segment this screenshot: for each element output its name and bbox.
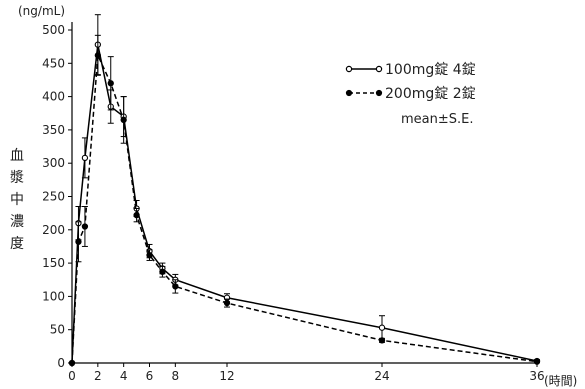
data-point — [75, 238, 82, 245]
y-tick-label: 150 — [42, 256, 65, 270]
data-point — [378, 324, 386, 331]
x-tick-label: 0 — [68, 369, 76, 383]
x-tick-label: 8 — [172, 369, 180, 383]
data-point — [133, 211, 140, 219]
x-unit-label: (時間) — [544, 374, 577, 388]
data-point — [94, 52, 101, 59]
x-tick-label: 2 — [94, 369, 102, 383]
y-axis-label-char: 漿 — [10, 170, 24, 186]
legend-marker-1 — [345, 65, 353, 73]
series-2 — [68, 34, 541, 367]
data-point — [81, 223, 89, 230]
x-tick-label: 6 — [146, 369, 154, 383]
data-point — [378, 337, 386, 344]
data-point — [172, 283, 179, 290]
y-tick-label: 400 — [42, 90, 65, 104]
legend-marker-2 — [345, 89, 353, 97]
x-tick-label: 24 — [374, 369, 389, 383]
data-point — [146, 251, 153, 259]
y-tick-label: 300 — [42, 156, 65, 170]
x-tick-label: 12 — [219, 369, 234, 383]
x-tick-label: 4 — [120, 369, 128, 383]
x-tick-label: 36 — [529, 369, 544, 383]
legend: 100mg錠 4錠 200mg錠 2錠 mean±S.E. — [345, 62, 476, 127]
y-axis-label-char: 濃 — [10, 214, 24, 230]
legend-entry-2: 200mg錠 2錠 — [345, 86, 476, 102]
data-point — [223, 299, 231, 307]
data-point — [107, 80, 114, 87]
stat-note: mean±S.E. — [401, 112, 474, 127]
legend-marker-1b — [375, 65, 383, 73]
y-tick-label: 100 — [42, 289, 65, 303]
legend-entry-1: 100mg錠 4錠 — [345, 62, 476, 78]
y-axis-label-char: 中 — [10, 192, 24, 208]
data-point — [159, 268, 166, 275]
y-tick-label: 500 — [42, 23, 65, 37]
y-tick-label: 450 — [42, 56, 65, 70]
y-tick-label: 250 — [42, 190, 65, 204]
legend-label-2: 200mg錠 2錠 — [385, 86, 476, 102]
y-axis-label-char: 血 — [10, 148, 24, 164]
legend-marker-2b — [375, 89, 383, 97]
data-point — [81, 154, 89, 162]
data-point — [68, 359, 76, 367]
y-axis-label-char: 度 — [10, 236, 24, 252]
series-layer — [68, 14, 541, 367]
y-tick-label: 200 — [42, 223, 65, 237]
data-point — [120, 116, 127, 124]
data-point — [533, 358, 541, 365]
legend-label-1: 100mg錠 4錠 — [385, 62, 476, 78]
y-tick-label: 50 — [50, 323, 65, 337]
y-unit-label: (ng/mL) — [18, 4, 65, 18]
y-tick-label: 0 — [57, 356, 65, 370]
y-tick-label: 350 — [42, 123, 65, 137]
